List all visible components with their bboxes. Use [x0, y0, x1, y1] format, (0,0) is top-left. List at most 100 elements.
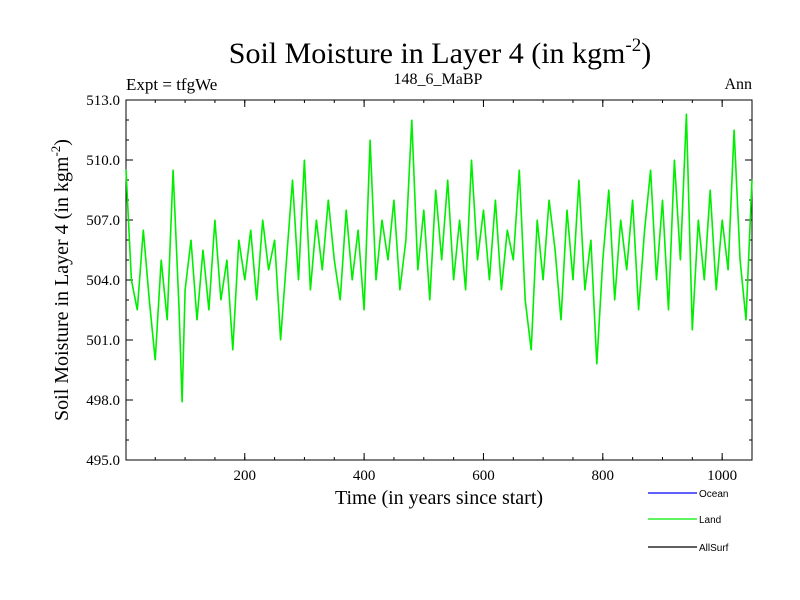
y-tick-label: 498.0: [86, 393, 120, 409]
data-point: [291, 179, 294, 181]
data-point: [181, 401, 183, 403]
data-point: [232, 349, 234, 351]
data-point: [160, 259, 162, 261]
data-point: [280, 339, 282, 341]
data-point: [608, 189, 610, 191]
data-point: [256, 299, 258, 301]
data-point: [721, 219, 723, 221]
data-point: [578, 179, 580, 181]
data-point: [626, 269, 628, 271]
data-point: [125, 169, 127, 171]
data-point: [375, 279, 377, 281]
data-point: [584, 289, 586, 291]
chart-title: Soil Moisture in Layer 4 (in kgm-2): [229, 35, 651, 70]
data-point: [697, 219, 699, 221]
data-point: [393, 199, 395, 201]
expt-label: Expt = tfgWe: [126, 75, 217, 94]
y-tick-label: 510.0: [86, 153, 120, 169]
data-point: [208, 309, 210, 311]
data-point: [327, 199, 329, 201]
y-axis-label-suffix: ): [51, 139, 73, 146]
data-point: [650, 169, 652, 171]
data-point: [315, 219, 317, 221]
data-point: [536, 219, 538, 221]
data-point: [351, 279, 353, 281]
data-point: [220, 299, 222, 301]
data-point: [715, 289, 717, 291]
data-point: [667, 309, 670, 311]
legend-label-allsurf: AllSurf: [699, 543, 729, 554]
data-point: [148, 299, 150, 301]
data-point: [417, 269, 419, 271]
data-point: [494, 199, 496, 201]
data-point: [453, 279, 455, 281]
legend-label-land: Land: [699, 515, 721, 526]
data-point: [566, 209, 568, 211]
axis-ticks: 495.0 498.0 501.0 504.0 507.0 510.0 513.0 200 40…: [86, 93, 753, 484]
y-axis-label-exponent: -2: [48, 146, 63, 157]
legend: Ocean Land AllSurf: [648, 489, 729, 554]
data-point: [244, 279, 246, 281]
x-tick-label: 800: [592, 468, 615, 484]
x-tick-label: 200: [234, 468, 257, 484]
data-point: [632, 199, 634, 201]
data-point: [184, 289, 186, 291]
data-point: [202, 249, 204, 251]
data-point: [548, 199, 550, 201]
data-point: [727, 269, 729, 271]
data-point: [644, 229, 646, 231]
data-point: [560, 319, 562, 321]
data-point: [178, 309, 180, 311]
y-axis-label: Soil Moisture in Layer 4 (in kgm-2): [48, 139, 73, 421]
data-point: [285, 259, 288, 261]
data-point: [435, 189, 437, 191]
data-point: [638, 309, 640, 311]
data-point: [339, 299, 341, 301]
data-point: [357, 229, 359, 231]
data-point: [459, 219, 461, 221]
data-point: [423, 209, 425, 211]
x-tick-label: 1000: [707, 468, 737, 484]
data-point: [363, 309, 365, 311]
data-point: [518, 169, 520, 171]
period-label: 148_6_MaBP: [394, 71, 483, 88]
data-point: [590, 239, 592, 241]
legend-label-ocean: Ocean: [699, 489, 728, 500]
data-point: [703, 279, 705, 281]
data-point: [321, 269, 323, 271]
data-point: [655, 279, 658, 281]
data-point: [268, 269, 270, 271]
y-tick-label: 501.0: [86, 333, 120, 349]
data-point: [506, 229, 508, 231]
data-point: [262, 219, 264, 221]
data-point: [250, 229, 252, 231]
data-point: [709, 189, 711, 191]
data-point: [614, 299, 616, 301]
x-tick-label: 400: [353, 468, 376, 484]
data-point: [530, 349, 532, 351]
data-point: [166, 319, 168, 321]
data-point: [441, 259, 443, 261]
data-point: [381, 219, 383, 221]
data-point: [447, 179, 449, 181]
data-point: [405, 239, 407, 241]
data-point: [465, 289, 467, 291]
series-layer: [125, 113, 753, 403]
data-point: [679, 259, 682, 261]
data-point: [274, 239, 276, 241]
y-tick-label: 504.0: [86, 273, 120, 289]
y-tick-label: 513.0: [86, 93, 120, 109]
data-point: [196, 319, 198, 321]
data-point: [399, 289, 401, 291]
data-point: [542, 279, 544, 281]
chart-title-main: Soil Moisture in Layer 4 (in kgm: [229, 37, 626, 70]
data-point: [297, 279, 300, 281]
data-point: [751, 179, 753, 181]
data-point: [691, 329, 693, 331]
data-point: [369, 139, 371, 141]
season-label: Ann: [724, 76, 752, 93]
data-point: [345, 209, 347, 211]
data-point: [136, 309, 138, 311]
data-point: [142, 229, 144, 231]
data-point: [172, 169, 174, 171]
